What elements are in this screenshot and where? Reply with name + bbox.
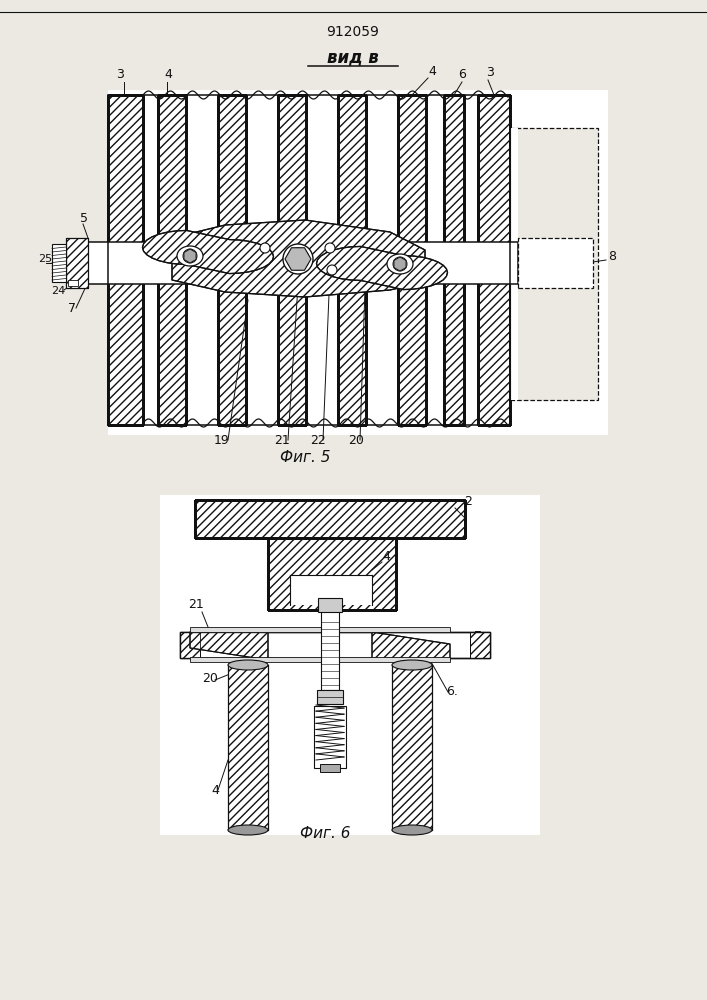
Polygon shape [317, 246, 448, 290]
Ellipse shape [283, 244, 313, 274]
Text: 8: 8 [608, 250, 616, 263]
Bar [318, 598, 342, 612]
Bar [195, 500, 465, 538]
Polygon shape [184, 249, 196, 263]
Bar [314, 706, 346, 768]
Ellipse shape [387, 254, 413, 274]
Text: 20: 20 [348, 434, 364, 447]
Bar [478, 95, 510, 425]
Text: 21: 21 [274, 434, 290, 447]
Bar [278, 95, 306, 425]
Polygon shape [190, 632, 268, 660]
Bar [158, 95, 186, 425]
Bar [68, 280, 78, 286]
Bar [338, 95, 366, 425]
Text: 3: 3 [486, 66, 494, 79]
Bar [195, 500, 465, 538]
Text: 3: 3 [116, 68, 124, 81]
Bar [108, 95, 143, 425]
Bar [218, 95, 246, 425]
Text: 4: 4 [164, 68, 172, 81]
Bar [268, 538, 396, 610]
Bar [317, 690, 343, 704]
Bar [108, 95, 143, 425]
Text: вид в: вид в [327, 48, 379, 66]
Text: 24: 24 [51, 286, 65, 296]
Bar [180, 632, 200, 658]
Bar [218, 95, 246, 425]
Text: 2: 2 [464, 495, 472, 508]
Text: 4: 4 [211, 784, 219, 797]
Ellipse shape [392, 825, 432, 835]
Bar [392, 665, 432, 830]
Ellipse shape [183, 249, 197, 263]
Bar [108, 95, 510, 425]
Bar [108, 90, 608, 435]
Text: 912059: 912059 [327, 25, 380, 39]
Bar [290, 575, 372, 605]
Polygon shape [172, 220, 425, 297]
Polygon shape [285, 248, 311, 270]
Bar [180, 632, 490, 658]
Bar [338, 95, 366, 425]
Bar [321, 610, 339, 690]
Polygon shape [394, 257, 406, 271]
Circle shape [327, 265, 337, 275]
Bar [180, 632, 490, 658]
Bar [88, 242, 518, 284]
Bar [398, 95, 426, 425]
Bar [52, 244, 66, 282]
Circle shape [325, 243, 335, 253]
Ellipse shape [177, 246, 203, 266]
Bar [444, 95, 464, 425]
Polygon shape [372, 632, 450, 660]
Bar [320, 764, 340, 772]
Bar [268, 538, 396, 610]
Ellipse shape [392, 660, 432, 670]
Ellipse shape [228, 825, 268, 835]
Bar [228, 665, 268, 830]
Bar [66, 238, 88, 288]
Bar [190, 627, 450, 632]
Text: 5: 5 [80, 212, 88, 225]
Bar [66, 238, 88, 288]
Text: Фиг. 5: Фиг. 5 [280, 450, 330, 465]
Bar [510, 128, 518, 400]
Text: 20: 20 [202, 672, 218, 685]
Bar [160, 495, 540, 835]
Text: 6.: 6. [446, 685, 458, 698]
Bar [478, 95, 510, 425]
Text: 4: 4 [428, 65, 436, 78]
Text: 25: 25 [38, 254, 52, 264]
Bar [228, 665, 268, 830]
Bar [470, 632, 490, 658]
Bar [444, 95, 464, 425]
Text: 4: 4 [382, 550, 390, 563]
Bar [470, 632, 490, 658]
Text: 22: 22 [310, 434, 326, 447]
Bar [398, 95, 426, 425]
Bar [392, 665, 432, 830]
Text: 7: 7 [68, 302, 76, 315]
Bar [510, 128, 598, 400]
Text: 19: 19 [214, 434, 230, 447]
Text: Фиг. 6: Фиг. 6 [300, 826, 350, 841]
Text: 21: 21 [188, 598, 204, 611]
Ellipse shape [287, 248, 309, 270]
Bar [66, 238, 88, 288]
Bar [278, 95, 306, 425]
Ellipse shape [228, 660, 268, 670]
Bar [180, 632, 200, 658]
Text: 7: 7 [474, 630, 482, 643]
Polygon shape [143, 230, 274, 274]
Text: 6: 6 [458, 68, 466, 81]
Bar [190, 657, 450, 662]
Ellipse shape [393, 257, 407, 271]
Bar [158, 95, 186, 425]
Bar [518, 238, 593, 288]
Circle shape [260, 243, 270, 253]
